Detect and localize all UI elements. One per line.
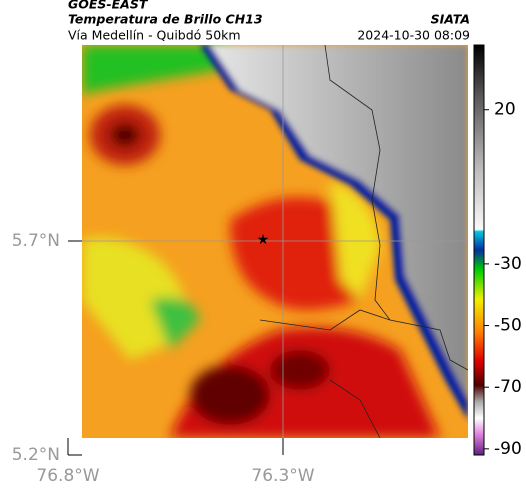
- lat-label: 5.2°N: [12, 445, 60, 465]
- svg-text:★: ★: [257, 232, 270, 248]
- colorbar: [473, 44, 485, 456]
- colorbar-tick-label: -70: [494, 377, 522, 397]
- agency: GOES-EAST: [68, 0, 149, 12]
- datetime: 2024-10-30 08:09: [357, 28, 470, 43]
- product: Temperatura de Brillo CH13: [68, 12, 263, 27]
- lon-label: 76.8°W: [36, 466, 99, 486]
- satellite-image: ★: [82, 45, 468, 438]
- lat-label: 5.7°N: [12, 231, 60, 251]
- colorbar-tick-label: -50: [494, 316, 522, 336]
- colorbar-tick-label: 20: [494, 100, 516, 120]
- colorbar-tick-label: -30: [494, 254, 522, 274]
- colorbar-tick-label: -90: [494, 439, 522, 459]
- region: Vía Medellín - Quibdó 50km: [68, 28, 241, 43]
- institution: SIATA: [431, 12, 470, 27]
- lon-label: 76.3°W: [251, 466, 314, 486]
